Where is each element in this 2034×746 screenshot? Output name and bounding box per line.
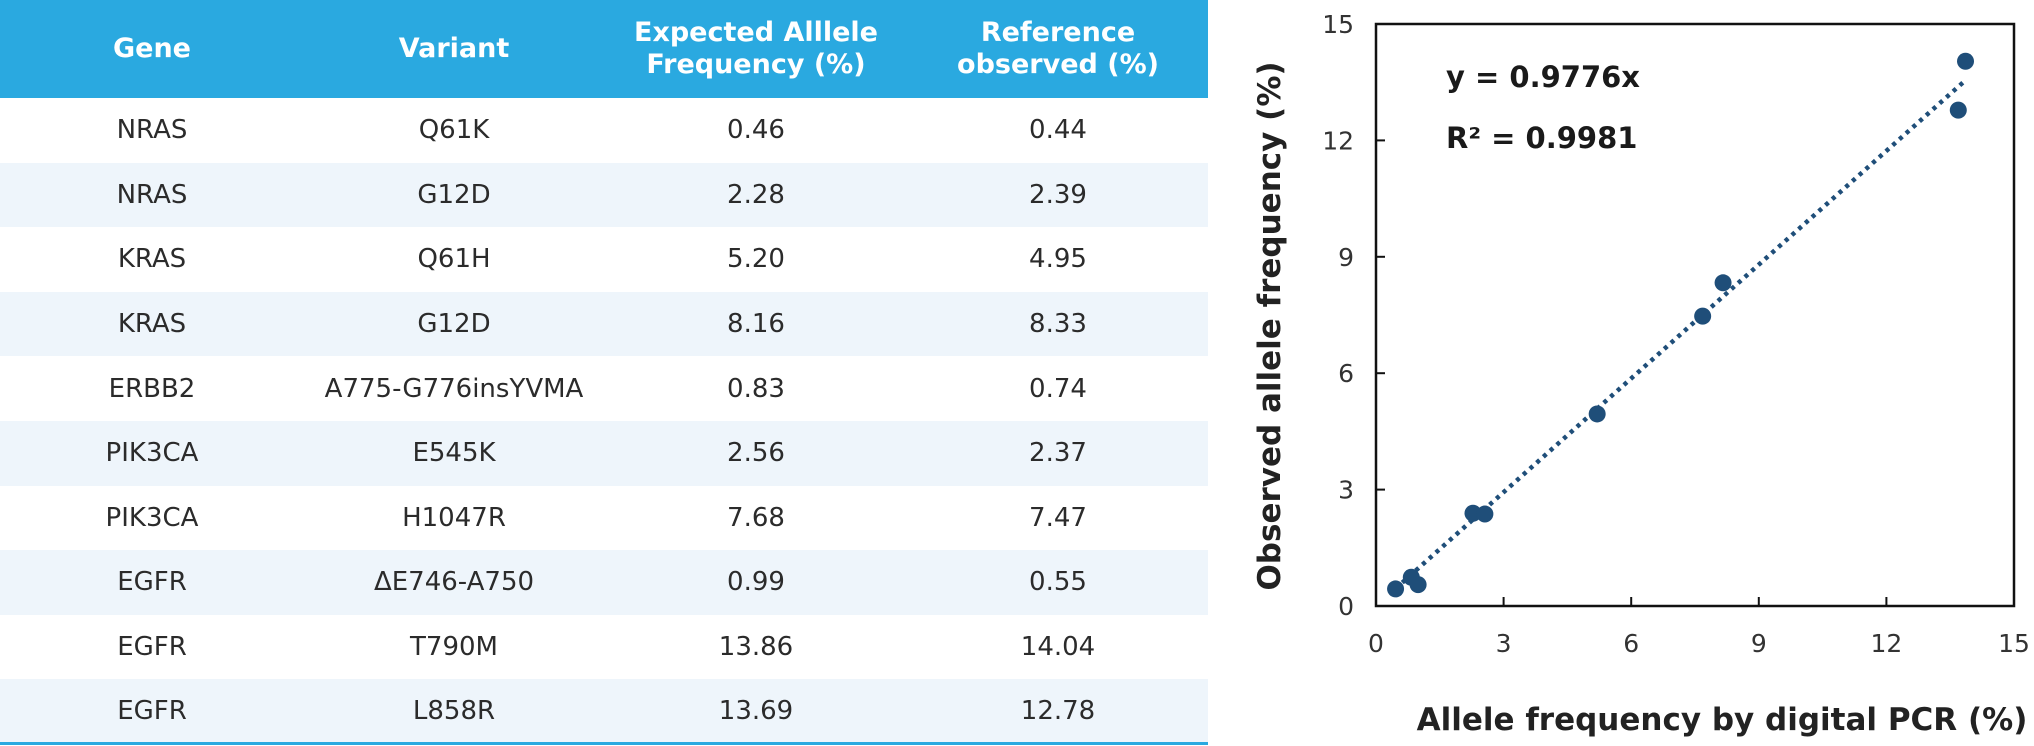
variant-table: Gene Variant Expected Alllele Frequency (… bbox=[0, 0, 1208, 744]
data-point bbox=[1714, 274, 1732, 292]
cell-observed: 0.74 bbox=[1029, 373, 1087, 404]
regression-equation: y = 0.9776x bbox=[1446, 60, 1640, 94]
data-point bbox=[1476, 505, 1494, 523]
cell-variant: E545K bbox=[412, 438, 496, 469]
header-reference-observed: Reference observed (%) bbox=[957, 17, 1159, 80]
trendline bbox=[1394, 78, 1968, 591]
cell-observed: 12.78 bbox=[1020, 695, 1096, 726]
header-variant: Variant bbox=[398, 33, 510, 64]
cell-variant: T790M bbox=[410, 632, 498, 663]
data-point bbox=[1387, 580, 1405, 598]
cell-gene: NRAS bbox=[116, 115, 188, 146]
cell-observed: 2.37 bbox=[1029, 438, 1087, 469]
y-tick-label: 12 bbox=[1322, 126, 1354, 155]
cell-gene: KRAS bbox=[117, 309, 187, 340]
table-header-row: Gene Variant Expected Alllele Frequency (… bbox=[0, 0, 1208, 98]
cell-variant: A775-G776insYVMA bbox=[324, 373, 584, 404]
cell-observed: 8.33 bbox=[1029, 309, 1087, 340]
x-tick-label: 15 bbox=[1998, 629, 2030, 658]
table-row: ERBB2 A775-G776insYVMA 0.83 0.74 bbox=[0, 356, 1208, 421]
cell-observed: 0.55 bbox=[1029, 567, 1087, 598]
cell-gene: KRAS bbox=[117, 244, 187, 275]
header-expected-frequency: Expected Alllele Frequency (%) bbox=[634, 17, 878, 80]
y-tick-label: 15 bbox=[1322, 10, 1354, 39]
cell-expected: 0.99 bbox=[727, 567, 785, 598]
cell-gene: EGFR bbox=[117, 632, 187, 663]
table-row: NRAS Q61K 0.46 0.44 bbox=[0, 98, 1208, 163]
cell-expected: 8.16 bbox=[727, 309, 785, 340]
data-point bbox=[1694, 307, 1712, 325]
x-tick-label: 0 bbox=[1368, 629, 1384, 658]
data-point bbox=[1957, 52, 1975, 70]
table-header: Gene Variant Expected Alllele Frequency (… bbox=[0, 0, 1208, 98]
y-axis-title: Observed allele frequency (%) bbox=[1252, 61, 1288, 590]
table-row: PIK3CA E545K 2.56 2.37 bbox=[0, 420, 1208, 486]
x-tick-label: 3 bbox=[1496, 629, 1512, 658]
cell-expected: 13.86 bbox=[718, 632, 794, 663]
cell-expected: 7.68 bbox=[727, 502, 785, 533]
table-row: EGFR T790M 13.86 14.04 bbox=[0, 614, 1208, 680]
cell-gene: NRAS bbox=[116, 179, 188, 210]
header-gene: Gene bbox=[112, 33, 191, 64]
data-point bbox=[1409, 576, 1427, 594]
cell-expected: 0.83 bbox=[727, 373, 785, 404]
x-tick-label: 6 bbox=[1623, 629, 1639, 658]
cell-observed: 14.04 bbox=[1020, 632, 1096, 663]
cell-observed: 7.47 bbox=[1029, 502, 1087, 533]
x-tick-label: 12 bbox=[1870, 629, 1902, 658]
plot-area-border bbox=[1374, 22, 2016, 608]
cell-gene: ERBB2 bbox=[108, 373, 196, 404]
cell-variant: L858R bbox=[412, 695, 496, 726]
variant-table-panel: Gene Variant Expected Alllele Frequency (… bbox=[0, 0, 1208, 744]
cell-variant: G12D bbox=[417, 309, 491, 340]
x-tick-label: 9 bbox=[1751, 629, 1767, 658]
y-tick-label: 0 bbox=[1338, 592, 1354, 621]
y-tick-label: 6 bbox=[1338, 359, 1354, 388]
cell-expected: 13.69 bbox=[718, 695, 794, 726]
cell-gene: PIK3CA bbox=[105, 438, 199, 469]
cell-expected: 5.20 bbox=[727, 244, 785, 275]
scatter-chart: 0 3 6 9 12 15 0 3 6 9 12 15 y = 0.9776x R² = 0.9981… bbox=[1252, 10, 2030, 738]
cell-observed: 0.44 bbox=[1029, 115, 1087, 146]
table-row: EGFR L858R 13.69 12.78 bbox=[0, 679, 1208, 744]
cell-gene: PIK3CA bbox=[105, 502, 199, 533]
cell-variant: H1047R bbox=[402, 502, 506, 533]
trendline-group bbox=[1394, 78, 1968, 591]
cell-variant: ΔE746-A750 bbox=[373, 567, 535, 598]
cell-gene: EGFR bbox=[117, 695, 187, 726]
table-row: EGFR ΔE746-A750 0.99 0.55 bbox=[0, 550, 1208, 615]
table-row: KRAS G12D 8.16 8.33 bbox=[0, 291, 1208, 357]
table-row: NRAS G12D 2.28 2.39 bbox=[0, 162, 1208, 228]
cell-variant: G12D bbox=[417, 179, 491, 210]
cell-expected: 0.46 bbox=[727, 115, 785, 146]
data-point bbox=[1949, 101, 1967, 119]
table-row: KRAS Q61H 5.20 4.95 bbox=[0, 227, 1208, 292]
cell-variant: Q61H bbox=[417, 244, 491, 275]
x-axis-title: Allele frequency by digital PCR (%) bbox=[1417, 702, 2028, 738]
data-point bbox=[1588, 405, 1606, 423]
cell-observed: 2.39 bbox=[1029, 179, 1087, 210]
y-tick-label: 9 bbox=[1338, 243, 1354, 272]
cell-expected: 2.28 bbox=[727, 179, 785, 210]
axis-ticks: 0 3 6 9 12 15 0 3 6 9 12 15 bbox=[1322, 10, 2030, 658]
cell-observed: 4.95 bbox=[1029, 244, 1087, 275]
table-body: NRAS Q61K 0.46 0.44 NRAS G12D 2.28 2.39 KRAS Q61H… bbox=[0, 98, 1208, 744]
y-tick-label: 3 bbox=[1338, 476, 1354, 505]
r-squared-label: R² = 0.9981 bbox=[1446, 121, 1637, 155]
cell-gene: EGFR bbox=[117, 567, 187, 598]
table-row: PIK3CA H1047R 7.68 7.47 bbox=[0, 485, 1208, 551]
data-points bbox=[1387, 52, 1975, 598]
cell-expected: 2.56 bbox=[727, 438, 785, 469]
cell-variant: Q61K bbox=[418, 115, 490, 146]
plot-frame bbox=[1374, 22, 2016, 608]
